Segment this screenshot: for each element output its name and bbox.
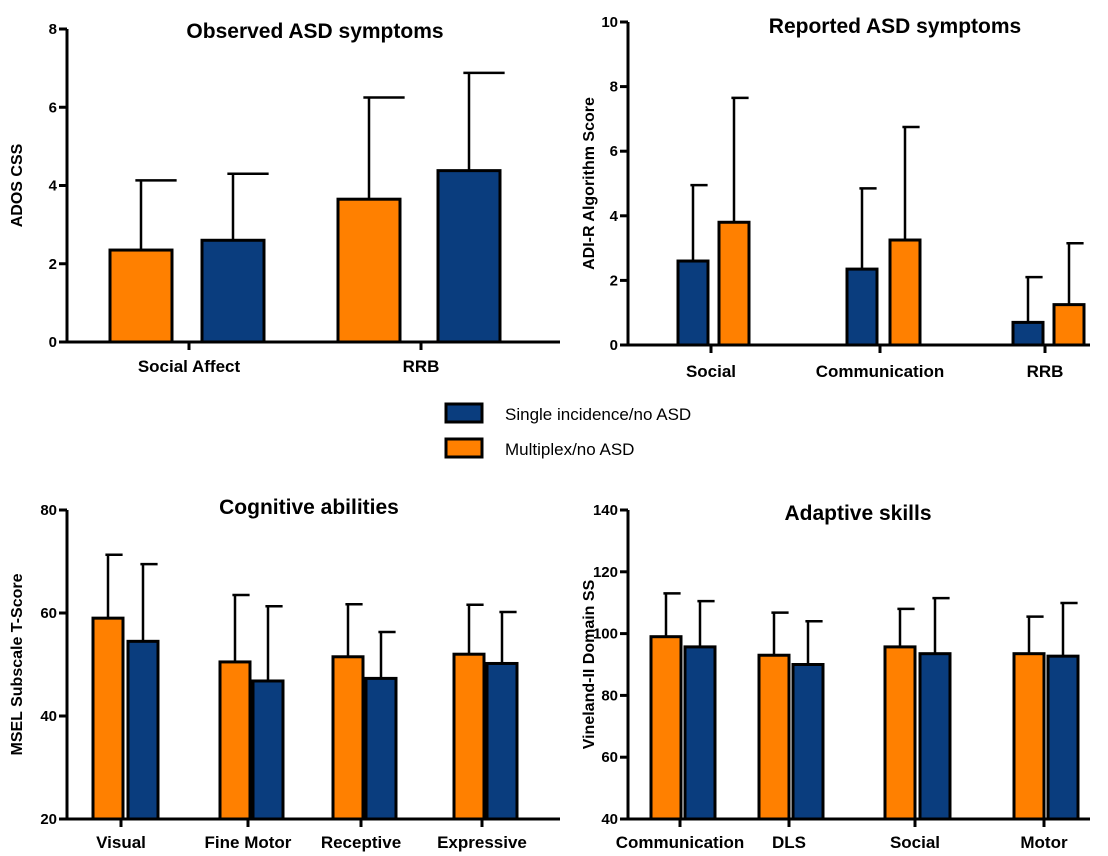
chart-title: Reported ASD symptoms [769,15,1021,38]
y-tick-label: 6 [49,99,57,116]
y-tick-label: 2 [49,256,57,273]
legend-label: Single incidence/no ASD [505,405,691,424]
bar [1052,303,1086,347]
y-axis-label: Vineland-II Domain SS [581,579,598,749]
bar [845,267,879,347]
x-tick-label: Motor [1020,833,1068,852]
y-tick-label: 60 [601,749,618,766]
y-tick-label: 4 [49,178,58,195]
y-tick-label: 8 [49,21,57,38]
bar [883,645,917,821]
bar [218,660,252,821]
bar [888,238,922,347]
x-tick-label: Fine Motor [205,833,292,852]
y-tick-label: 40 [40,708,57,725]
y-axis-label: ADI-R Algorithm Score [581,97,598,270]
x-tick-label: DLS [772,833,806,852]
bar [91,616,125,821]
chart-title: Adaptive skills [784,502,931,525]
y-tick-label: 40 [601,811,618,828]
bar [126,639,160,821]
legend-group: Single incidence/no ASD Multiplex/no ASD [444,402,691,459]
y-tick-label: 80 [601,687,618,704]
x-tick-label: Receptive [321,833,401,852]
bar [918,652,952,821]
x-tick-label: Social [890,833,940,852]
y-tick-label: 80 [40,502,57,519]
bar [436,169,502,344]
y-tick-label: 8 [610,79,618,96]
y-tick-label: 20 [40,811,57,828]
y-tick-label: 10 [601,14,618,31]
bar [452,652,486,821]
x-tick-label: Communication [816,362,944,381]
bar [200,238,266,344]
y-axis-label: MSEL Subscale T-Score [9,573,26,755]
y-tick-label: 4 [610,208,619,225]
bar [364,676,398,821]
bar [1011,320,1045,347]
x-tick-label: Social Affect [138,357,241,376]
chart-title: Observed ASD symptoms [186,20,443,43]
legend-swatch [444,437,484,459]
chart-panel-4: Adaptive skills Vineland-II Domain SS 40 60… [581,502,1090,852]
chart-panel-3: Cognitive abilities MSEL Subscale T-Score… [9,496,560,852]
y-tick-label: 100 [593,626,618,643]
bar [649,635,683,821]
x-tick-label: Communication [616,833,744,852]
bar [717,220,751,347]
bar [683,645,717,821]
x-tick-label: RRB [1027,362,1064,381]
y-tick-label: 6 [610,143,618,160]
bar [791,663,825,821]
chart-title: Cognitive abilities [219,496,399,519]
legend-label: Multiplex/no ASD [505,440,634,459]
y-tick-label: 120 [593,564,618,581]
y-tick-label: 0 [610,337,618,354]
bar [1012,652,1046,821]
bar [757,653,791,821]
legend-swatch [444,402,484,424]
bar [251,679,285,821]
chart-panel-2: Reported ASD symptoms ADI-R Algorithm Sco… [581,14,1090,381]
y-tick-label: 140 [593,502,618,519]
x-tick-label: Social [686,362,736,381]
bar [336,197,402,344]
x-tick-label: Expressive [437,833,527,852]
x-tick-label: Visual [96,833,146,852]
chart-panel-1: Observed ASD symptoms ADOS CSS 0 2 4 6 8 Social… [9,20,560,376]
bar [108,248,174,344]
bar [485,661,519,821]
y-tick-label: 2 [610,272,618,289]
bar [1046,654,1080,821]
bar [676,259,710,347]
y-tick-label: 60 [40,605,57,622]
y-tick-label: 0 [49,334,57,351]
bar [331,655,365,821]
x-tick-label: RRB [403,357,440,376]
y-axis-label: ADOS CSS [9,143,26,227]
